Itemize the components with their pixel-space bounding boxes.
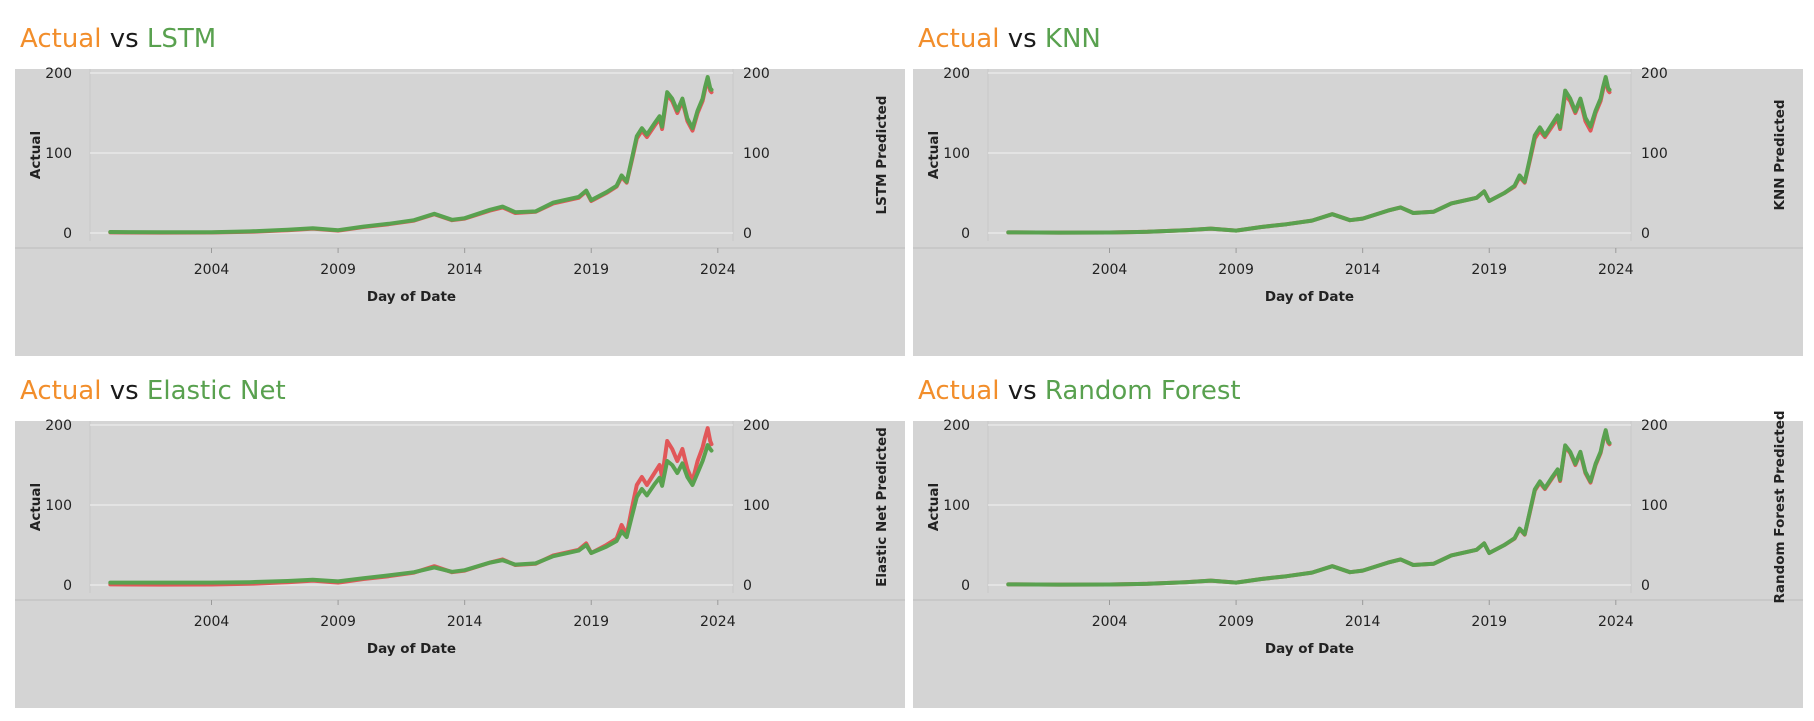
x-axis-title: Day of Date (367, 641, 456, 657)
y-tick-label: 100 (45, 498, 72, 514)
y2-tick-label: 0 (743, 578, 752, 594)
title-model: LSTM (146, 24, 217, 54)
y2-tick-label: 0 (743, 226, 752, 242)
x-tick-label: 2014 (447, 262, 483, 278)
x-tick-label: 2014 (447, 614, 483, 630)
actual-series-line (108, 77, 714, 235)
chart-panel-elastic-net: Actual vs Elastic Net 0 0 100 100 200 200 2004… (0, 352, 905, 708)
x-tick-label: 2009 (320, 614, 356, 630)
x-tick-label: 2019 (573, 262, 609, 278)
chart-frame: 0 0 100 100 200 200 2004 2009 2014 2019 2024 Day of… (15, 66, 905, 356)
y-tick-label: 200 (943, 66, 970, 82)
x-tick-label: 2009 (1218, 614, 1254, 630)
y2-axis-title: LSTM Predicted (874, 96, 890, 215)
title-actual: Actual (20, 24, 102, 54)
y-axis-title: Actual (28, 483, 44, 531)
y2-tick-label: 0 (1641, 578, 1650, 594)
actual-series-line (1006, 429, 1612, 587)
y-tick-label: 0 (63, 226, 72, 242)
y-axis-title: Actual (926, 483, 942, 531)
y2-tick-label: 0 (1641, 226, 1650, 242)
title-actual: Actual (918, 376, 1000, 406)
y-tick-label: 100 (45, 146, 72, 162)
title-actual: Actual (918, 24, 1000, 54)
y2-tick-label: 200 (743, 66, 770, 82)
y-tick-label: 200 (45, 66, 72, 82)
x-tick-label: 2024 (1598, 614, 1634, 630)
y-axis-title: Actual (926, 131, 942, 179)
x-tick-label: 2004 (1092, 614, 1128, 630)
y2-axis-title: Random Forest Predicted (1772, 410, 1788, 603)
y-tick-label: 0 (63, 578, 72, 594)
x-axis-title: Day of Date (367, 289, 456, 305)
x-tick-label: 2024 (700, 262, 736, 278)
y-tick-label: 100 (943, 498, 970, 514)
y-tick-label: 0 (961, 578, 970, 594)
x-tick-label: 2019 (1471, 614, 1507, 630)
chart-panel-random-forest: Actual vs Random Forest 0 0 100 100 200 200 20… (898, 352, 1803, 708)
x-tick-label: 2004 (194, 614, 230, 630)
x-tick-label: 2009 (1218, 262, 1254, 278)
predicted-series-line (108, 443, 714, 585)
x-axis-title: Day of Date (1265, 641, 1354, 657)
title-vs: vs (1007, 376, 1037, 406)
chart-frame: 0 0 100 100 200 200 2004 2009 2014 2019 2024 Day of… (913, 410, 1803, 708)
y2-tick-label: 100 (743, 146, 770, 162)
title-vs: vs (1007, 24, 1037, 54)
y2-tick-label: 100 (1641, 146, 1668, 162)
y-tick-label: 200 (943, 418, 970, 434)
predicted-series-line (1006, 428, 1612, 587)
x-tick-label: 2009 (320, 262, 356, 278)
y2-axis-title: KNN Predicted (1772, 99, 1788, 210)
y2-tick-label: 200 (1641, 66, 1668, 82)
chart-frame: 0 0 100 100 200 200 2004 2009 2014 2019 2024 Day of… (913, 66, 1803, 356)
title-vs: vs (109, 376, 139, 406)
x-tick-label: 2004 (194, 262, 230, 278)
y-tick-label: 0 (961, 226, 970, 242)
x-tick-label: 2024 (700, 614, 736, 630)
x-tick-label: 2014 (1345, 614, 1381, 630)
line-chart: 0 0 100 100 200 200 2004 2009 2014 2019 2024 Day of… (913, 410, 1803, 657)
predicted-series-line (108, 75, 714, 235)
actual-series-line (108, 426, 714, 587)
title-model: Elastic Net (146, 376, 286, 406)
y-tick-label: 200 (45, 418, 72, 434)
predicted-series-line (1006, 75, 1612, 235)
title-model: KNN (1044, 24, 1101, 54)
y2-tick-label: 100 (743, 498, 770, 514)
title-model: Random Forest (1044, 376, 1241, 406)
y2-tick-label: 200 (1641, 418, 1668, 434)
x-tick-label: 2014 (1345, 262, 1381, 278)
actual-series-line (1006, 77, 1612, 235)
title-vs: vs (109, 24, 139, 54)
y-tick-label: 100 (943, 146, 970, 162)
chart-panel-lstm: Actual vs LSTM 0 0 100 100 200 200 2004 2009 201… (0, 0, 905, 356)
chart-frame: 0 0 100 100 200 200 2004 2009 2014 2019 2024 Day of… (15, 418, 905, 708)
chart-title: Actual vs KNN (918, 22, 1101, 56)
y2-axis-title: Elastic Net Predicted (874, 427, 890, 587)
y-axis-title: Actual (28, 131, 44, 179)
line-chart: 0 0 100 100 200 200 2004 2009 2014 2019 2024 Day of… (15, 66, 905, 305)
x-tick-label: 2004 (1092, 262, 1128, 278)
chart-title: Actual vs Elastic Net (20, 374, 286, 408)
x-tick-label: 2024 (1598, 262, 1634, 278)
line-chart: 0 0 100 100 200 200 2004 2009 2014 2019 2024 Day of… (913, 66, 1803, 305)
x-tick-label: 2019 (573, 614, 609, 630)
line-chart: 0 0 100 100 200 200 2004 2009 2014 2019 2024 Day of… (15, 418, 905, 657)
chart-title: Actual vs Random Forest (918, 374, 1241, 408)
x-axis-title: Day of Date (1265, 289, 1354, 305)
y2-tick-label: 100 (1641, 498, 1668, 514)
chart-title: Actual vs LSTM (20, 22, 216, 56)
x-tick-label: 2019 (1471, 262, 1507, 278)
title-actual: Actual (20, 376, 102, 406)
y2-tick-label: 200 (743, 418, 770, 434)
chart-panel-knn: Actual vs KNN 0 0 100 100 200 200 2004 2009 2014… (898, 0, 1803, 356)
